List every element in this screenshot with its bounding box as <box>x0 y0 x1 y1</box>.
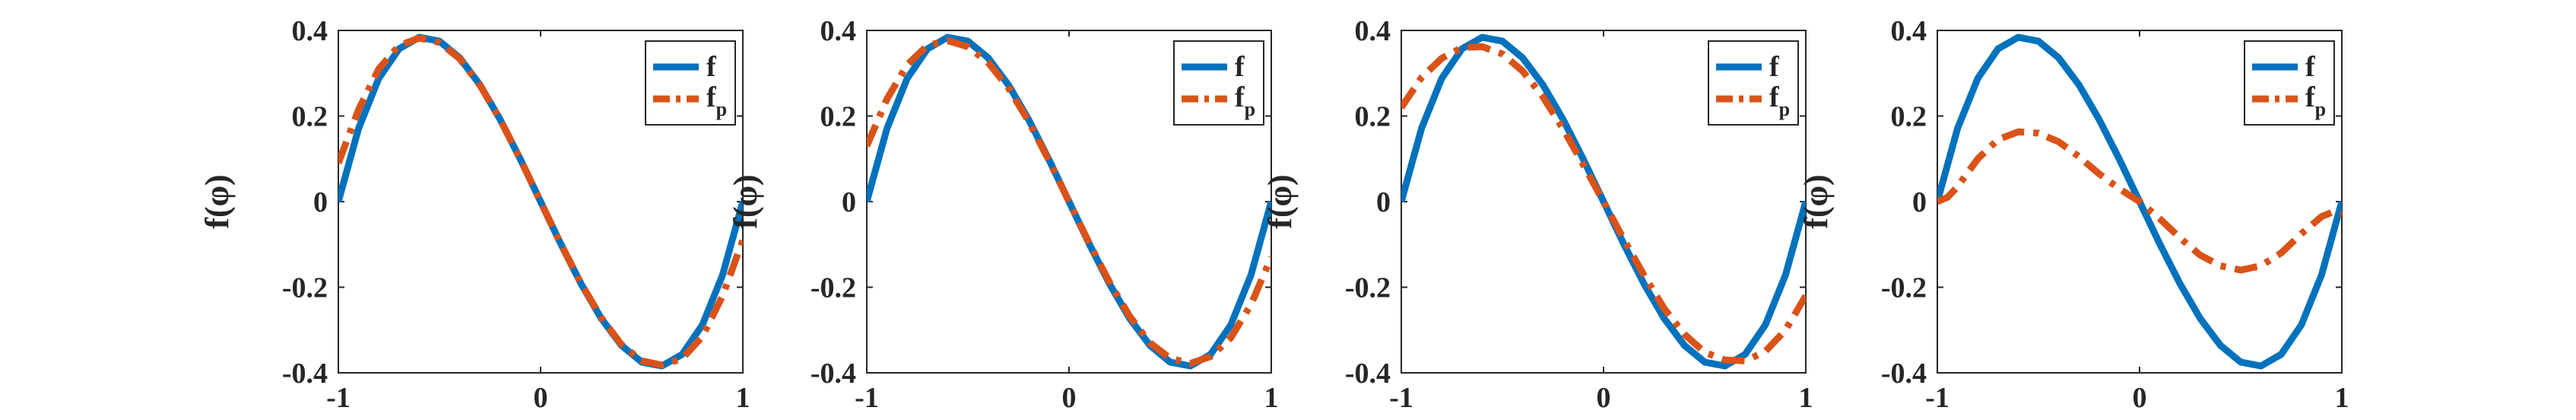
y-tick-label: 0 <box>313 186 328 218</box>
legend-box <box>2244 40 2335 126</box>
y-tick-label: -0.4 <box>282 358 328 390</box>
legend: ffp <box>1173 40 1264 126</box>
x-tick-label: -1 <box>1389 382 1413 414</box>
legend-label-f: f <box>1235 51 1245 83</box>
x-tick-label: 1 <box>2335 382 2349 414</box>
y-tick-label: -0.4 <box>1345 358 1391 390</box>
x-tick-label: -1 <box>855 382 879 414</box>
y-tick-label: 0.2 <box>292 101 328 133</box>
x-tick-label: 0 <box>2133 382 2147 414</box>
y-tick-label: 0.4 <box>292 15 328 47</box>
legend-box <box>645 40 736 126</box>
y-axis-label: f(φ) <box>1261 174 1299 228</box>
y-tick-label: -0.2 <box>1345 272 1391 304</box>
y-tick-label: -0.2 <box>282 272 328 304</box>
legend: ffp <box>1708 40 1799 126</box>
series-line-fp <box>1401 43 1806 364</box>
plot-panel-3: 0.4 0.2 0 -0.2 -0.4-1 0 1 f(φ) ffp <box>1261 15 1813 414</box>
series-line-fp <box>867 37 1271 368</box>
x-tick-label: 1 <box>1799 382 1813 414</box>
y-tick-label: 0.2 <box>1891 101 1927 133</box>
y-tick-label: -0.4 <box>1881 358 1927 390</box>
y-axis-label: f(φ) <box>1797 174 1835 228</box>
x-tick-label: -1 <box>1925 382 1949 414</box>
y-tick-label: 0.4 <box>1891 15 1927 47</box>
x-tick-label: -1 <box>326 382 351 414</box>
x-tick-label: 0 <box>1062 382 1077 414</box>
legend: ffp <box>645 40 736 126</box>
y-axis-label: f(φ) <box>727 174 764 228</box>
legend-label-f: f <box>706 51 717 83</box>
plot-panel-4: 0.4 0.2 0 -0.2 -0.4-1 0 1 f(φ) ffp <box>1797 15 2349 414</box>
legend: ffp <box>2244 40 2335 126</box>
x-tick-label: 0 <box>1597 382 1611 414</box>
y-tick-label: 0.2 <box>1355 101 1391 133</box>
legend-box <box>1708 40 1799 126</box>
series-line-fp <box>338 34 743 369</box>
plot-panel-1: 0.4 0.2 0 -0.2 -0.4-1 0 1 f(φ) ffp <box>198 15 750 414</box>
x-tick-label: 1 <box>1264 382 1279 414</box>
x-tick-label: 1 <box>736 382 750 414</box>
y-tick-label: 0.4 <box>820 15 857 47</box>
y-tick-label: -0.4 <box>811 358 856 390</box>
legend-label-fp: fp <box>1235 81 1255 120</box>
plot-panel-2: 0.4 0.2 0 -0.2 -0.4-1 0 1 f(φ) ffp <box>727 15 1279 414</box>
y-tick-label: 0 <box>842 186 856 218</box>
y-tick-label: 0 <box>1912 186 1927 218</box>
legend-box <box>1173 40 1264 126</box>
y-axis-label: f(φ) <box>198 174 236 228</box>
legend-label-f: f <box>1769 51 1780 83</box>
series-line-fp <box>1937 128 2342 274</box>
legend-label-fp: fp <box>2305 81 2326 120</box>
legend-label-fp: fp <box>706 81 727 120</box>
y-tick-label: -0.2 <box>1881 272 1927 304</box>
y-tick-label: 0.2 <box>820 101 857 133</box>
y-tick-label: 0 <box>1376 186 1391 218</box>
y-tick-label: 0.4 <box>1355 15 1391 47</box>
legend-label-fp: fp <box>1769 81 1790 120</box>
legend-label-f: f <box>2305 51 2316 83</box>
x-tick-label: 0 <box>534 382 548 414</box>
y-tick-label: -0.2 <box>811 272 856 304</box>
